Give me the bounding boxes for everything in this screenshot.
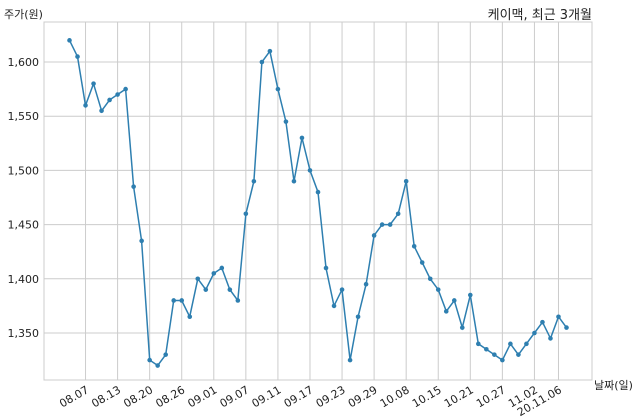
data-point <box>484 346 489 352</box>
data-point <box>387 222 393 227</box>
data-point <box>227 287 233 292</box>
data-point <box>524 341 529 347</box>
data-point <box>564 325 569 330</box>
data-point <box>411 243 417 249</box>
data-point <box>115 92 120 97</box>
data-point <box>195 276 201 282</box>
x-tick-label: 09.11 <box>250 383 284 410</box>
data-point <box>516 352 521 357</box>
data-point <box>179 298 185 303</box>
data-point <box>99 108 104 114</box>
data-point <box>259 59 265 65</box>
data-point <box>500 357 505 363</box>
x-tick-label: 09.07 <box>218 383 252 410</box>
data-point <box>476 341 481 347</box>
plot-border <box>43 21 593 381</box>
data-point <box>267 48 273 54</box>
data-point <box>275 86 281 92</box>
data-point <box>347 357 353 363</box>
data-point <box>363 281 369 287</box>
data-point <box>419 260 425 265</box>
data-point <box>323 265 329 271</box>
data-point <box>211 271 217 276</box>
data-point <box>307 168 313 173</box>
data-point <box>532 330 537 336</box>
data-point <box>155 363 160 368</box>
data-point <box>435 287 441 292</box>
data-point <box>131 184 136 189</box>
data-point <box>379 222 385 227</box>
x-tick-label: 10.15 <box>410 383 444 410</box>
x-tick-label: 09.29 <box>346 383 380 410</box>
data-point <box>243 211 249 217</box>
x-tick-label: 10.21 <box>442 383 476 410</box>
data-point <box>299 135 305 141</box>
x-tick-label: 08.26 <box>153 383 187 410</box>
x-tick-label: 10.27 <box>474 383 508 410</box>
data-point <box>403 178 409 184</box>
data-point <box>107 97 112 103</box>
y-axis-title: 주가(원) <box>4 8 43 21</box>
data-point <box>171 298 177 303</box>
x-tick-label: 10.08 <box>378 383 412 410</box>
data-point <box>459 325 465 330</box>
y-tick-label: 1,350 <box>8 327 40 340</box>
data-point <box>283 119 289 124</box>
y-tick-label: 1,550 <box>8 110 40 123</box>
data-point <box>67 38 72 43</box>
data-point <box>492 352 497 357</box>
data-point <box>187 314 193 320</box>
x-tick-label: 09.17 <box>282 383 316 410</box>
data-point <box>75 54 80 59</box>
data-point <box>548 336 553 341</box>
series-line <box>68 39 568 367</box>
data-point <box>83 103 88 108</box>
data-point <box>556 314 561 320</box>
data-point <box>315 189 321 195</box>
y-tick-label: 1,450 <box>8 219 40 232</box>
x-tick-label: 08.13 <box>89 383 123 410</box>
data-point <box>91 81 96 86</box>
x-axis-title: 날짜(일) <box>594 379 633 392</box>
data-point <box>355 314 361 320</box>
data-point <box>331 303 337 309</box>
data-point <box>443 309 449 314</box>
y-tick-label: 1,500 <box>8 164 40 177</box>
data-point <box>203 287 209 292</box>
data-point <box>139 238 144 244</box>
data-point <box>339 287 345 292</box>
data-point <box>235 298 241 303</box>
data-point <box>219 265 225 271</box>
data-point <box>123 86 128 92</box>
data-point <box>508 341 513 347</box>
x-tick-label: 09.23 <box>314 383 348 410</box>
data-point <box>147 357 152 363</box>
data-point <box>371 233 377 238</box>
x-tick-label: 08.07 <box>57 383 91 410</box>
data-point <box>540 319 545 325</box>
data-point <box>427 276 433 282</box>
x-tick-label: 08.20 <box>121 383 155 410</box>
data-point <box>395 211 401 217</box>
y-tick-label: 1,600 <box>8 56 40 69</box>
x-tick-label: 09.01 <box>186 383 220 410</box>
data-point <box>451 298 457 303</box>
chart-title: 케이맥, 최근 3개월 <box>487 8 592 23</box>
data-point <box>163 352 168 357</box>
data-point <box>291 178 297 184</box>
data-point <box>468 292 473 298</box>
data-point <box>251 178 257 184</box>
y-tick-label: 1,400 <box>8 273 40 286</box>
